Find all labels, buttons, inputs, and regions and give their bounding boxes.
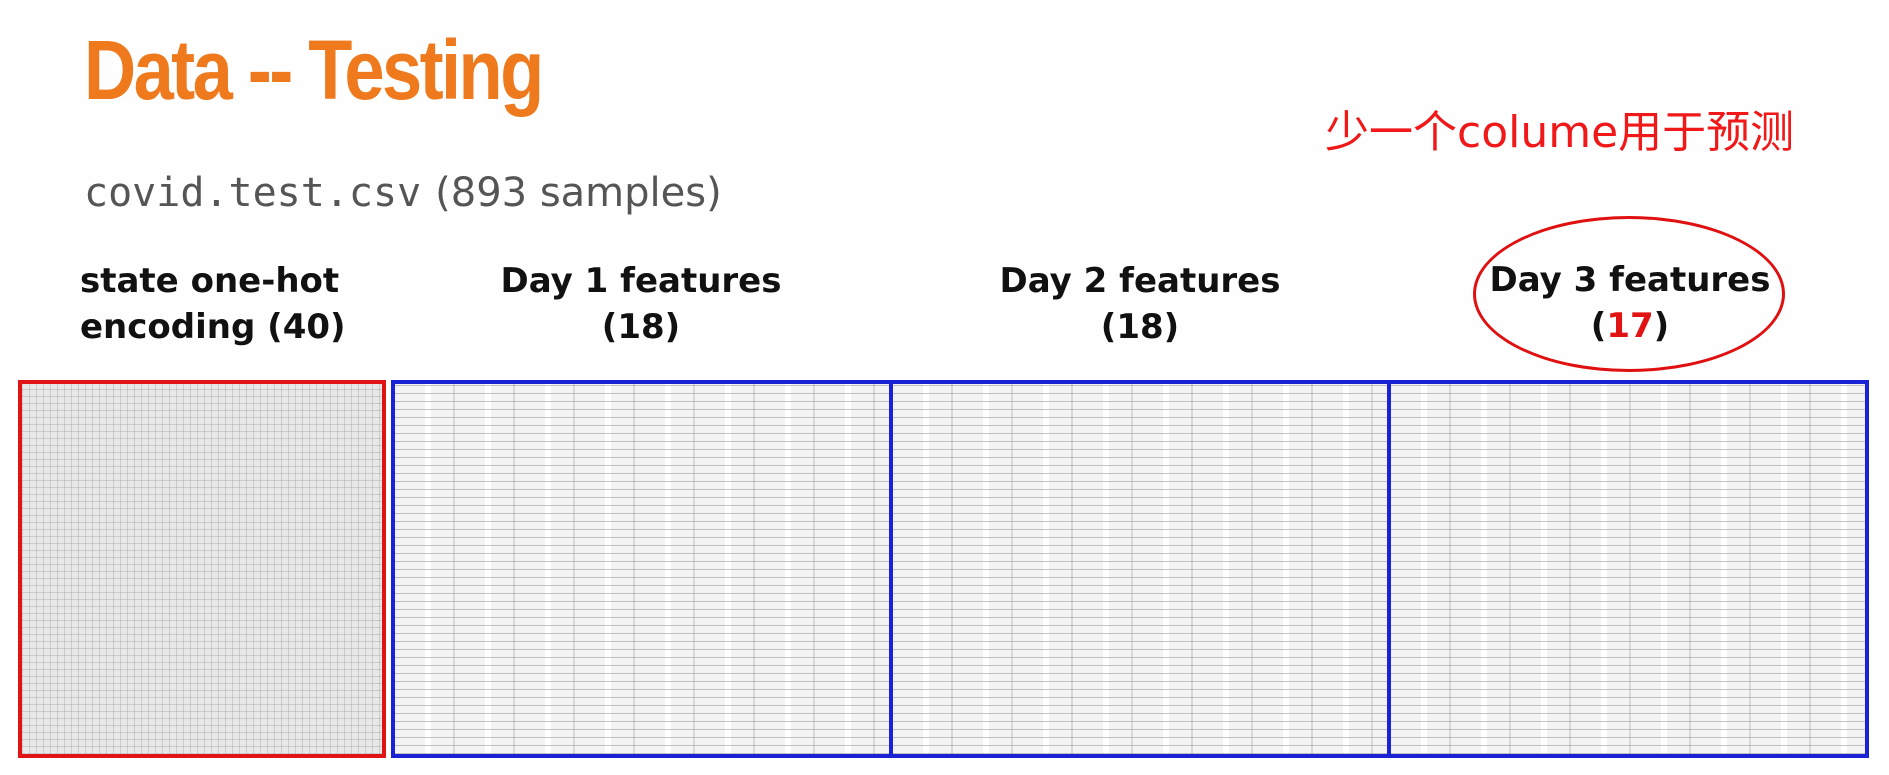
onehot-label-line1: state one-hot (80, 261, 340, 301)
dataset-filename: covid.test.csv (84, 170, 422, 216)
handwritten-annotation: 少一个colume用于预测 (1325, 107, 1795, 158)
day1-label-line1: Day 1 features (500, 261, 782, 301)
day2-label-line2: (18) (1100, 307, 1180, 347)
sample-count: (893 samples) (435, 170, 722, 216)
onehot-data-block (18, 380, 386, 758)
onehot-label-line2: encoding (40) (80, 307, 346, 347)
day1-count: 18 (617, 307, 665, 347)
day2-label-line1: Day 2 features (999, 261, 1281, 301)
day1-data-block (391, 380, 893, 758)
dataset-caption: covid.test.csv (893 samples) (84, 170, 722, 216)
slide-title: Data -- Testing (84, 23, 544, 117)
day3-data-block (1387, 380, 1869, 758)
day1-group-label: Day 1 features (18) (431, 258, 851, 350)
day2-count: 18 (1116, 307, 1164, 347)
day2-data-block (889, 380, 1391, 758)
day2-group-label: Day 2 features (18) (930, 258, 1350, 350)
day1-label-line2: (18) (601, 307, 681, 347)
onehot-group-label: state one-hot encoding (40) (80, 258, 420, 350)
highlight-circle (1473, 216, 1785, 372)
